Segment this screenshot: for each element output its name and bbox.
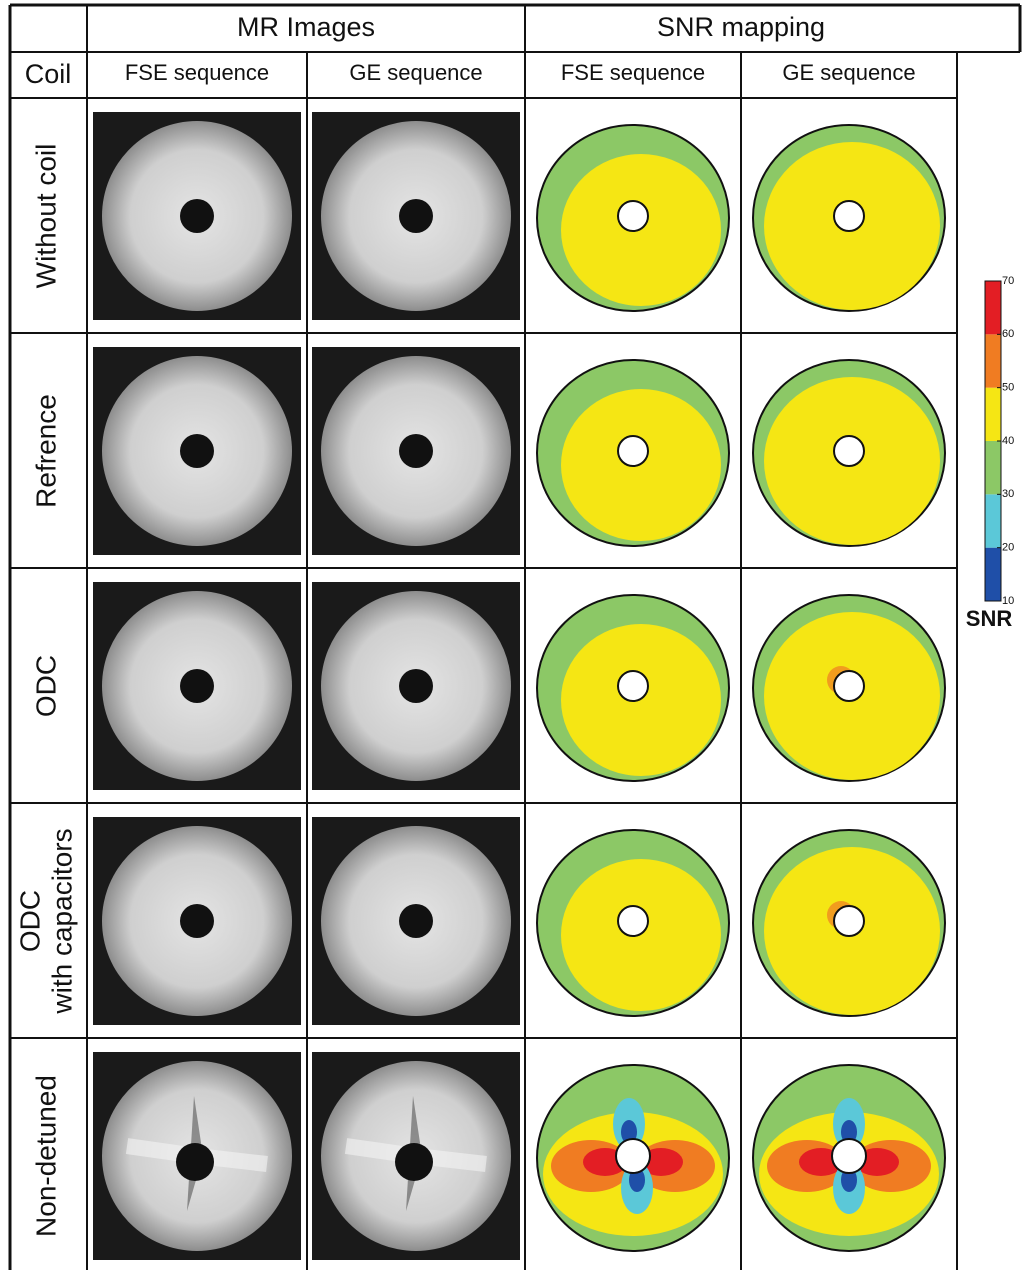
- snr-map: [536, 594, 730, 782]
- phantom-hole: [395, 1143, 433, 1181]
- phantom-hole: [180, 434, 214, 468]
- colorbar-tick-label: 30: [1002, 488, 1014, 500]
- snr-inner: [561, 624, 721, 776]
- sequence-header: GE sequence: [782, 60, 915, 85]
- snr-hole: [617, 905, 649, 937]
- phantom-hole: [180, 669, 214, 703]
- snr-hole: [833, 200, 865, 232]
- mr-image: [312, 817, 520, 1025]
- colorbar-segment: [985, 387, 1001, 441]
- snr-map: [752, 1064, 946, 1252]
- mr-image: [93, 1052, 301, 1260]
- snr-map: [752, 359, 946, 547]
- mr-image: [93, 817, 301, 1025]
- snr-map: [752, 124, 946, 312]
- phantom-hole: [399, 434, 433, 468]
- coil-header: Coil: [25, 59, 72, 89]
- colorbar-tick-label: 40: [1002, 435, 1014, 447]
- snr-map: [536, 359, 730, 547]
- snr-hole: [615, 1138, 651, 1174]
- sequence-header: FSE sequence: [561, 60, 705, 85]
- colorbar-tick-label: 60: [1002, 328, 1014, 340]
- snr-map: [536, 124, 730, 312]
- colorbar-segment: [985, 547, 1001, 601]
- phantom-hole: [399, 199, 433, 233]
- mr-image: [312, 347, 520, 555]
- snr-map: [752, 829, 946, 1017]
- colorbar-segment: [985, 494, 1001, 548]
- mr-image: [312, 112, 520, 320]
- snr-lobe: [841, 1120, 857, 1144]
- snr-hole: [617, 670, 649, 702]
- phantom-hole: [399, 904, 433, 938]
- row-label: with capacitors: [46, 828, 77, 1014]
- mr-image: [93, 582, 301, 790]
- snr-hole: [617, 435, 649, 467]
- snr-hole: [833, 905, 865, 937]
- mr-image: [93, 347, 301, 555]
- row-label: Refrence: [30, 394, 61, 508]
- snr-hole: [617, 200, 649, 232]
- sequence-header: GE sequence: [349, 60, 482, 85]
- colorbar-tick-label: 70: [1002, 275, 1014, 287]
- row-label: Non-detuned: [30, 1075, 61, 1237]
- snr-hole: [831, 1138, 867, 1174]
- mr-image: [312, 582, 520, 790]
- snr-lobe: [841, 1168, 857, 1192]
- mr-image: [93, 112, 301, 320]
- phantom-hole: [176, 1143, 214, 1181]
- row-label: ODC: [14, 890, 45, 952]
- snr-map: [536, 1064, 730, 1252]
- colorbar-segment: [985, 281, 1001, 335]
- colorbar-tick-label: 20: [1002, 542, 1014, 554]
- colorbar-tick-label: 10: [1002, 595, 1014, 607]
- phantom-hole: [399, 669, 433, 703]
- snr-map: [536, 829, 730, 1017]
- snr-inner: [561, 859, 721, 1011]
- colorbar-segment: [985, 334, 1001, 388]
- row-label: Without coil: [30, 144, 61, 289]
- phantom-hole: [180, 199, 214, 233]
- mr-image: [312, 1052, 520, 1260]
- group-header: MR Images: [237, 12, 375, 42]
- snr-inner: [561, 389, 721, 541]
- snr-inner: [561, 154, 721, 306]
- snr-hole: [833, 670, 865, 702]
- colorbar-tick-label: 50: [1002, 382, 1014, 394]
- group-header: SNR mapping: [657, 12, 825, 42]
- colorbar-label: SNR: [966, 606, 1013, 631]
- colorbar-segment: [985, 441, 1001, 495]
- sequence-header: FSE sequence: [125, 60, 269, 85]
- snr-map: [752, 594, 946, 782]
- row-label: ODC: [30, 655, 61, 717]
- snr-hole: [833, 435, 865, 467]
- phantom-hole: [180, 904, 214, 938]
